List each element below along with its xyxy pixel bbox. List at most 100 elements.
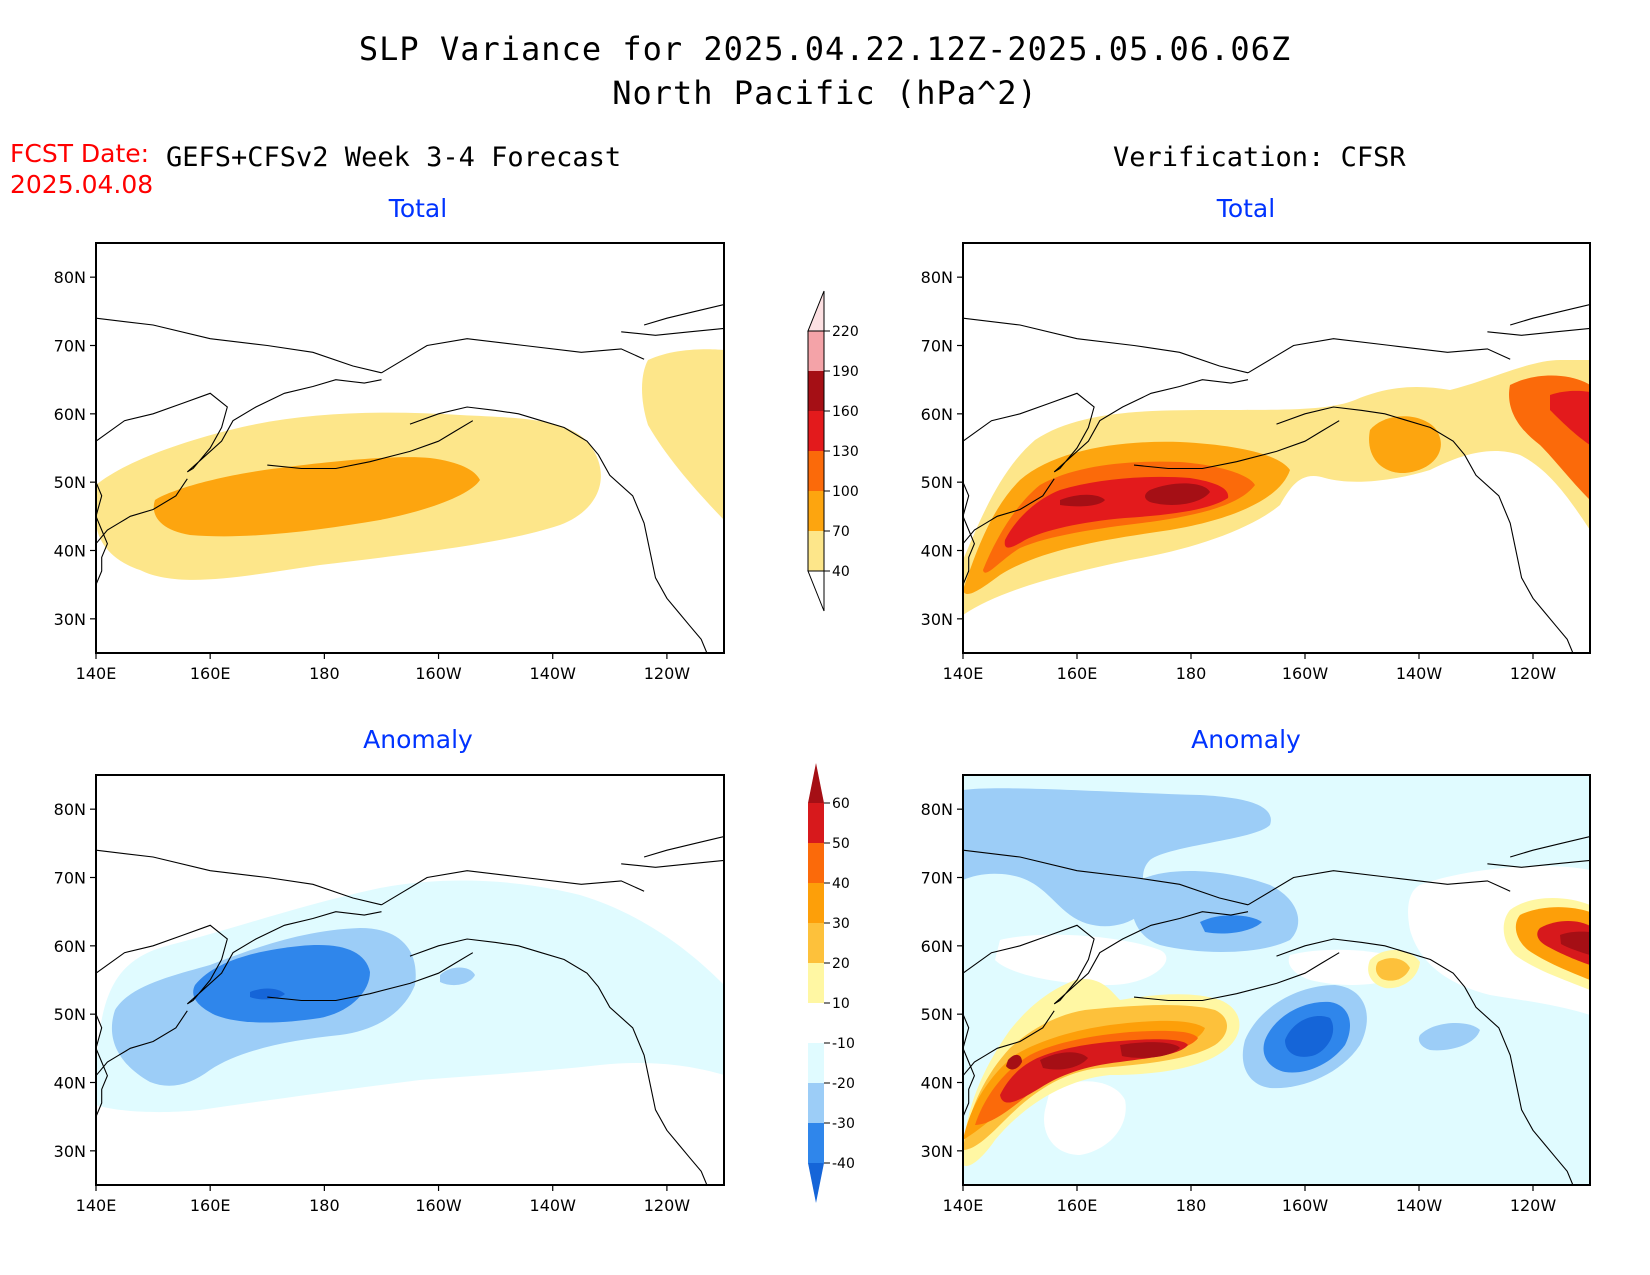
lon-tick-label: 140W [530, 1196, 577, 1215]
colorbar-cap-high [808, 763, 824, 803]
contour-white-gap [995, 934, 1167, 985]
lat-tick-label: 80N [54, 800, 86, 819]
colorbar-tick-label: -10 [832, 1036, 855, 1052]
lon-tick-label: 140W [1396, 664, 1443, 683]
lon-tick-label: 180 [309, 664, 340, 683]
colorbar-cap-high [807, 290, 825, 332]
top-left-frame [95, 242, 725, 654]
lat-tick-label: 80N [921, 800, 953, 819]
colorbar-tick-label: 10 [832, 996, 850, 1012]
figure-subtitle: North Pacific (hPa^2) [612, 74, 1038, 112]
lat-tick-label: 50N [921, 473, 953, 492]
colorbar-tick-label: 60 [832, 796, 850, 812]
colorbar-segment [808, 803, 824, 843]
colorbar-tick-label: -40 [832, 1156, 855, 1172]
lat-tick-label: 30N [54, 1142, 86, 1161]
forecast-date: FCST Date: 2025.04.08 [10, 138, 153, 200]
right-column-title: Verification: CFSR [1113, 142, 1406, 173]
top-right-panel-title: Total [1216, 194, 1276, 223]
lat-tick-label: 80N [54, 268, 86, 287]
lon-tick-label: 160E [1057, 1196, 1098, 1215]
lat-tick-label: 40N [54, 1074, 86, 1093]
colorbar-segment [808, 451, 824, 491]
contour-minus20-b [440, 967, 475, 986]
lon-tick-label: 160W [415, 664, 462, 683]
lat-tick-label: 80N [921, 268, 953, 287]
lon-tick-label: 120W [1510, 1196, 1557, 1215]
lat-tick-label: 40N [921, 1074, 953, 1093]
lat-tick-label: 60N [54, 937, 86, 956]
verification-total-map [963, 243, 1590, 653]
lon-tick-label: 140W [530, 664, 577, 683]
axes-layer: 80N 70N 60N 50N 40N 30N 140E 160E 180 160W 140W 120… [54, 242, 1591, 1215]
colorbar-tick-label: 40 [832, 564, 850, 580]
contour-minus40-center [1285, 1016, 1334, 1057]
lat-tick-label: 40N [921, 542, 953, 561]
lat-tick-label: 70N [54, 337, 86, 356]
contour-positive-alaska-core [1375, 958, 1410, 981]
contour-minus20-east-small [1418, 1023, 1480, 1051]
colorbar-tick-label: 20 [832, 956, 850, 972]
lat-tick-label: 60N [921, 937, 953, 956]
colorbar-tick-label: 220 [832, 324, 859, 340]
colorbar-cap-low [808, 1163, 824, 1203]
lat-tick-label: 60N [54, 405, 86, 424]
contour-minus30-a [1200, 915, 1262, 934]
lat-tick-label: 50N [54, 473, 86, 492]
contour-minus40 [250, 988, 285, 1000]
forecast-total-map [96, 243, 724, 653]
bottom-left-panel-title: Anomaly [363, 725, 473, 754]
colorbar-segment [808, 1043, 824, 1083]
forecast-date-label: FCST Date: [10, 139, 150, 168]
colorbar-segment [808, 883, 824, 923]
colorbar-tick-label: 160 [832, 404, 859, 420]
lat-tick-label: 50N [921, 1005, 953, 1024]
lon-tick-label: 180 [1176, 664, 1207, 683]
lon-tick-label: 120W [644, 664, 691, 683]
lon-tick-label: 140W [1396, 1196, 1443, 1215]
colorbar-segment [808, 923, 824, 963]
lon-tick-label: 160E [190, 1196, 231, 1215]
bottom-right-frame [962, 774, 1591, 1186]
lon-tick-label: 160W [1282, 664, 1329, 683]
contour-above60-c [1006, 1054, 1022, 1070]
colorbar-segment [808, 1123, 824, 1163]
lat-tick-label: 30N [54, 610, 86, 629]
colorbar-segment [808, 491, 824, 531]
colorbar-segment [808, 843, 824, 883]
total-colorbar: 40 70 100 130 160 190 220 [807, 290, 859, 612]
colorbar-segment [808, 1003, 824, 1043]
lon-tick-label: 140E [943, 664, 984, 683]
top-left-panel-title: Total [388, 194, 448, 223]
lat-tick-label: 60N [921, 405, 953, 424]
contour-minus20-east [1131, 870, 1299, 952]
contour-70-100-b [1369, 416, 1441, 474]
lon-tick-label: 180 [309, 1196, 340, 1215]
coastline-layer [96, 303, 1590, 1185]
lon-tick-label: 140E [76, 1196, 117, 1215]
left-column-title: GEFS+CFSv2 Week 3-4 Forecast [166, 142, 622, 173]
bottom-left-frame [95, 774, 725, 1186]
contour-above60-a [1040, 1052, 1088, 1070]
lat-tick-label: 50N [54, 1005, 86, 1024]
contour-minus10 [96, 880, 724, 1113]
contour-130-160-ne [1550, 390, 1590, 445]
top-right-coastline [963, 303, 1590, 653]
contour-minus20-north [963, 788, 1271, 927]
contour-minus30 [193, 945, 370, 1023]
lon-tick-label: 160E [1057, 664, 1098, 683]
figure-title: SLP Variance for 2025.04.22.12Z-2025.05.… [358, 30, 1292, 68]
contour-above60-b [1120, 1042, 1180, 1058]
lat-tick-label: 30N [921, 1142, 953, 1161]
lat-tick-label: 30N [921, 610, 953, 629]
colorbar-segment [808, 371, 824, 411]
lat-tick-label: 70N [921, 337, 953, 356]
lat-tick-label: 70N [921, 869, 953, 888]
colorbar-tick-label: 190 [832, 364, 859, 380]
forecast-anomaly-map [96, 775, 724, 1185]
lon-tick-label: 120W [644, 1196, 691, 1215]
contour-70-100 [153, 457, 481, 537]
colorbar-segment [808, 411, 824, 451]
lon-tick-label: 160W [415, 1196, 462, 1215]
